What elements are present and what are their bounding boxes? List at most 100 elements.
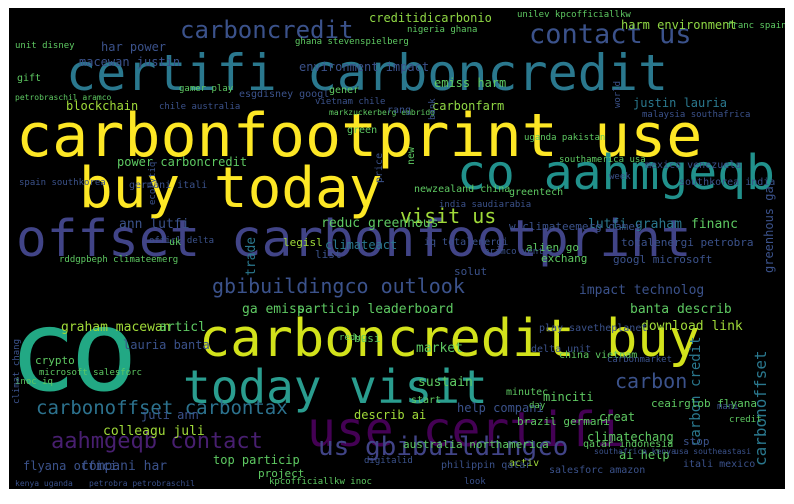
cloud-word: project [258, 467, 305, 480]
cloud-word: financ [691, 217, 738, 232]
cloud-word: greenhous ga [762, 186, 776, 273]
cloud-word: today visit [183, 360, 488, 414]
cloud-word: creditidicarbonio [369, 11, 492, 25]
cloud-word: unilev kpcofficiallkw [517, 10, 631, 20]
cloud-word: help compani [457, 401, 544, 415]
cloud-word: reduc [339, 333, 367, 343]
cloud-word: carbonmarket [607, 355, 673, 365]
cloud-word: ceairglob flyana [651, 397, 757, 410]
cloud-word: minutec [506, 387, 549, 398]
cloud-word: blockchain [66, 99, 139, 113]
cloud-word: gift [17, 73, 42, 84]
cloud-word: co aahmgeqb [457, 145, 775, 201]
cloud-word: co [9, 287, 138, 417]
cloud-word: download link [641, 319, 743, 334]
cloud-word: particip leaderboard [297, 302, 454, 317]
cloud-word: trade [244, 236, 259, 276]
cloud-word: uk [169, 237, 182, 248]
cloud-word: articl [159, 320, 206, 335]
cloud-word: ga emiss [242, 302, 305, 317]
cloud-word: certifi carboncredit [66, 44, 669, 102]
cloud-word: carboncredit buy [199, 309, 700, 369]
cloud-word: ghana stevenspielberg [295, 37, 409, 47]
cloud-word: ai help [619, 448, 670, 462]
cloud-word: delta unit [531, 344, 592, 355]
cloud-word: colleagu juli [103, 424, 205, 439]
cloud-word: flyana offici [23, 459, 117, 473]
cloud-word: harm environment [621, 18, 737, 32]
cloud-word: southkorea india [679, 177, 776, 188]
cloud-word: digitalid [364, 456, 413, 466]
cloud-word: bank [428, 98, 438, 120]
cloud-word: compani har [81, 459, 168, 474]
cloud-word: googl microsoft [613, 253, 713, 266]
cloud-word: kenya uganda [15, 479, 73, 488]
cloud-word: world [613, 80, 623, 108]
cloud-word: juli ann [141, 408, 199, 422]
cloud-word: look [464, 477, 486, 487]
cloud-word: climateact [325, 238, 398, 252]
cloud-word: microsoft salesforc [39, 368, 142, 378]
cloud-word: aramco ventur [484, 247, 555, 257]
word-cloud: carbonfootprint use offset carbonfootpri… [9, 8, 785, 489]
cloud-word: australia northamerica [403, 438, 549, 451]
cloud-word: solut [454, 265, 488, 278]
cloud-word: contact us [529, 19, 692, 50]
cloud-word: kpcofficiallkw inoc [269, 477, 372, 487]
cloud-word: totalenergi petrobra [621, 236, 754, 249]
cloud-word: vietnam chile [315, 97, 386, 107]
cloud-word: power carboncredit [117, 155, 248, 169]
cloud-word: rddgpbeph climateemerg [59, 255, 179, 265]
cloud-word: impact technolog [579, 283, 705, 298]
cloud-word: disney googl [257, 89, 330, 100]
cloud-word: gener [329, 85, 360, 96]
cloud-word: unit disney [15, 41, 75, 51]
cloud-word: markzuckerberg embridg [329, 108, 435, 117]
cloud-word: qatar indonesia [583, 439, 674, 450]
cloud-word: philippin qatar [441, 460, 532, 471]
cloud-word: list [315, 248, 342, 261]
cloud-word: sustain [418, 375, 473, 390]
cloud-word: offset carbonfootprint [16, 210, 692, 269]
cloud-word: germani itali [129, 180, 208, 191]
cloud-word: mexico venezuela [645, 160, 742, 171]
cloud-word: justin lauria [633, 96, 727, 110]
cloud-word: chile australia [159, 102, 241, 112]
cloud-word: crypto [35, 354, 75, 367]
cloud-word: itali mexico [683, 459, 756, 470]
cloud-word: brazil germani [517, 415, 610, 428]
cloud-word: new [406, 146, 417, 165]
cloud-word: gbibuildingco outlook [212, 274, 465, 298]
cloud-word: environment impact [299, 60, 430, 74]
cloud-word: ann lutfi [119, 217, 190, 232]
cloud-word: lutfi graham [588, 217, 682, 232]
cloud-word: esg [239, 89, 258, 100]
cloud-word: carboncredit [180, 16, 354, 44]
cloud-word: franc spain [727, 21, 785, 31]
cloud-word: carbon credit [688, 336, 704, 446]
cloud-word: visit us [400, 204, 497, 228]
cloud-word: busi [354, 332, 381, 345]
cloud-word: ecolytiq [148, 161, 158, 205]
cloud-word: southafrica kenya [594, 447, 676, 456]
cloud-word: week [609, 172, 631, 182]
cloud-word: newzealand china [414, 184, 511, 195]
cloud-word: carbon [615, 369, 688, 393]
cloud-word: inoc iq [15, 377, 53, 387]
cloud-word: nigeria ghana [407, 25, 478, 35]
cloud-word: use certifi [307, 402, 625, 458]
cloud-word: india saudiarabia [439, 200, 532, 210]
cloud-word: alien go [526, 241, 579, 254]
cloud-word: iq totalenergi [424, 237, 509, 248]
cloud-word: climatechang [587, 430, 674, 444]
cloud-word: officl delta [149, 236, 215, 246]
cloud-word: lauria banta [123, 338, 210, 352]
cloud-word: creat [599, 410, 636, 424]
cloud-word: spain southkorea [19, 178, 106, 188]
cloud-word: minciti [543, 390, 594, 404]
cloud-word: play savetheplanet [539, 323, 648, 334]
cloud-word: har power [101, 40, 167, 54]
cloud-word: usa southeastasi [674, 447, 752, 456]
cloud-word: top particip [213, 453, 300, 467]
cloud-word: aahmgeqb contact [51, 429, 263, 454]
